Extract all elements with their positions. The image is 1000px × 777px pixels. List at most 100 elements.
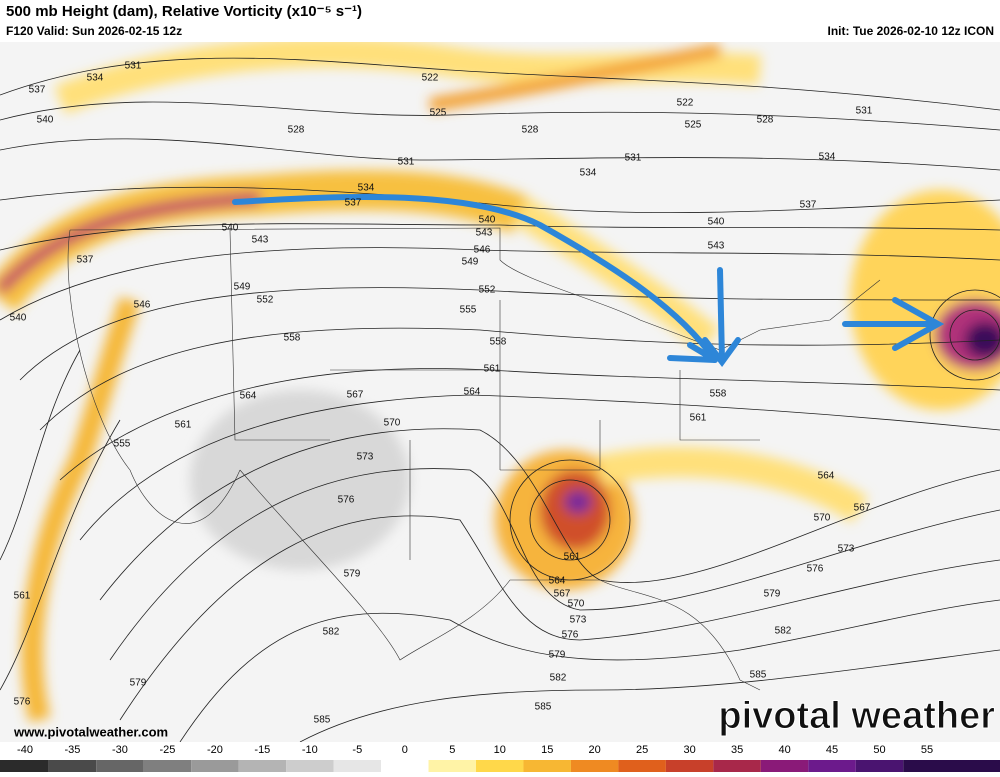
colorbar-swatch xyxy=(96,760,144,772)
contour-label: 543 xyxy=(252,235,269,246)
contour-label: 561 xyxy=(14,591,31,602)
contour-label: 582 xyxy=(550,673,567,684)
colorbar-tick-label: -5 xyxy=(352,744,362,756)
contour-label: 585 xyxy=(314,715,331,726)
contour-label: 564 xyxy=(240,391,257,402)
colorbar-tick-label: 5 xyxy=(449,744,455,756)
colorbar-tick-label: -40 xyxy=(17,744,33,756)
contour-label: 531 xyxy=(856,106,873,117)
valid-time: F120 Valid: Sun 2026-02-15 12z xyxy=(6,24,182,38)
contour-label: 564 xyxy=(464,387,481,398)
contour-label: 570 xyxy=(384,418,401,429)
colorbar-tick-label: 50 xyxy=(873,744,885,756)
contour-label: 585 xyxy=(750,670,767,681)
colorbar-swatch xyxy=(618,760,666,772)
colorbar-swatch xyxy=(523,760,571,772)
website: www.pivotalweather.com xyxy=(13,724,168,739)
contour-label: 540 xyxy=(708,217,725,228)
colorbar-tick-label: -20 xyxy=(207,744,223,756)
colorbar-swatch xyxy=(286,760,334,772)
boundaries xyxy=(67,227,881,691)
contour-label: 567 xyxy=(554,589,571,600)
colorbar-tick-label: -35 xyxy=(65,744,81,756)
contour-label: 528 xyxy=(288,125,305,136)
contour-label: 573 xyxy=(570,615,587,626)
contour-label: 579 xyxy=(344,569,361,580)
contour-label: 576 xyxy=(14,697,31,708)
contour-label: 522 xyxy=(422,73,439,84)
contour-label: 576 xyxy=(338,495,355,506)
contour-label: 585 xyxy=(535,702,552,713)
colorbar-tick-label: -10 xyxy=(302,744,318,756)
contour-label: 546 xyxy=(474,245,491,256)
colorbar-tick-label: 20 xyxy=(589,744,601,756)
contour-label: 537 xyxy=(800,200,817,211)
colorbar-swatch xyxy=(191,760,239,772)
contour-label: 531 xyxy=(125,61,142,72)
colorbar-swatch xyxy=(808,760,856,772)
forecast-arrows xyxy=(232,193,945,368)
colorbar-swatch xyxy=(48,760,97,772)
contour-label: 534 xyxy=(819,152,836,163)
contour-label: 534 xyxy=(580,168,597,179)
title: 500 mb Height (dam), Relative Vorticity … xyxy=(6,3,362,20)
contour-label: 531 xyxy=(398,157,415,168)
colorbar-tick-label: 25 xyxy=(636,744,648,756)
colorbar-swatch xyxy=(760,760,809,772)
contour-label: 561 xyxy=(484,364,501,375)
contour-label: 579 xyxy=(130,678,147,689)
contour-label: 537 xyxy=(345,198,362,209)
contour-label: 573 xyxy=(838,544,855,555)
contour-labels: 531 534 537 540 522 525 528 528 531 534 537 540 543 5… xyxy=(10,61,873,726)
colorbar-tick-label: 35 xyxy=(731,744,743,756)
contour-label: 552 xyxy=(257,295,274,306)
colorbar-swatch xyxy=(0,760,49,772)
contour-label: 522 xyxy=(677,98,694,109)
contour-label: 552 xyxy=(479,285,496,296)
colorbar-tick-label: -15 xyxy=(254,744,270,756)
contour-label: 534 xyxy=(87,73,104,84)
contour-label: 570 xyxy=(814,513,831,524)
contour-label: 579 xyxy=(764,589,781,600)
colorbar-tick-label: 15 xyxy=(541,744,553,756)
colorbar-swatch xyxy=(570,760,619,772)
contour-label: 546 xyxy=(134,300,151,311)
contour-label: 543 xyxy=(476,228,493,239)
contour-label: 525 xyxy=(685,120,702,131)
colorbar-tick-label: 45 xyxy=(826,744,838,756)
colorbar: -40 -35 -30 -25 -20 -15 -10 -5 0 5 10 15 20 25 30 35 40 4… xyxy=(0,744,1000,772)
contour-label: 525 xyxy=(430,108,447,119)
contour-label: 558 xyxy=(490,337,507,348)
contour-label: 537 xyxy=(77,255,94,266)
contour-label: 528 xyxy=(757,115,774,126)
colorbar-tick-label: 30 xyxy=(684,744,696,756)
contour-label: 540 xyxy=(37,115,54,126)
contour-label: 558 xyxy=(710,389,727,400)
contour-label: 528 xyxy=(522,125,539,136)
contour-label: 567 xyxy=(854,503,871,514)
contour-label: 582 xyxy=(775,626,792,637)
colorbar-swatch xyxy=(143,760,192,772)
contour-label: 540 xyxy=(10,313,27,324)
contour-label: 540 xyxy=(222,223,239,234)
logo: pivotal weather xyxy=(718,695,995,737)
height-contours xyxy=(0,57,1000,742)
colorbar-swatch xyxy=(665,760,714,772)
contour-label: 537 xyxy=(29,85,46,96)
init-time: Init: Tue 2026-02-10 12z ICON xyxy=(828,24,995,38)
contour-label: 555 xyxy=(460,305,477,316)
colorbar-tick-label: -30 xyxy=(112,744,128,756)
colorbar-swatch xyxy=(428,760,476,772)
map: 531 534 537 540 522 525 528 528 531 534 537 540 543 5… xyxy=(0,42,1000,742)
contour-label: 561 xyxy=(564,552,581,563)
colorbar-tick-label: 55 xyxy=(921,744,933,756)
contour-label: 570 xyxy=(568,599,585,610)
contour-label: 561 xyxy=(690,413,707,424)
contour-label: 540 xyxy=(479,215,496,226)
contour-label: 561 xyxy=(175,420,192,431)
colorbar-tick-label: 40 xyxy=(778,744,790,756)
colorbar-swatch xyxy=(476,760,524,772)
contour-label: 576 xyxy=(807,564,824,575)
contour-label: 549 xyxy=(234,282,251,293)
